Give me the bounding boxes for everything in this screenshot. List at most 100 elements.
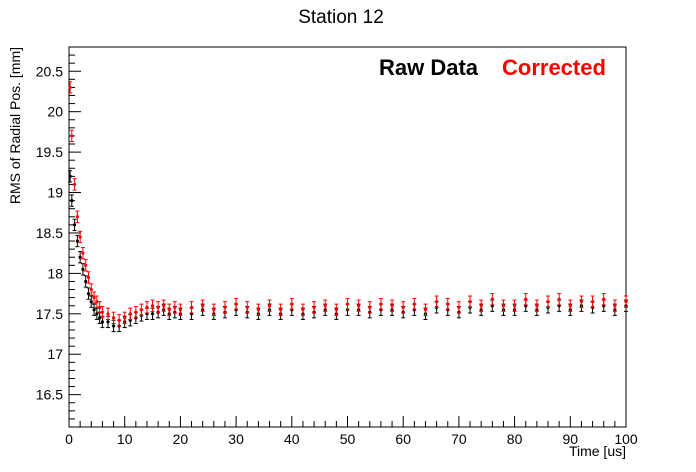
data-point: [89, 300, 93, 304]
data-point: [106, 312, 110, 316]
data-point: [535, 304, 539, 308]
data-point: [301, 308, 305, 312]
data-point: [84, 279, 88, 284]
data-point: [457, 305, 461, 309]
data-point: [501, 304, 506, 308]
data-point: [624, 300, 628, 304]
data-point: [92, 308, 96, 312]
data-point: [156, 305, 160, 309]
data-point: [78, 255, 82, 259]
data-point: [245, 305, 249, 309]
data-point: [423, 308, 428, 312]
data-point: [68, 85, 72, 90]
data-point: [267, 304, 272, 308]
data-point: [379, 302, 383, 306]
data-point: [68, 174, 72, 178]
data-point: [167, 308, 171, 312]
data-point: [81, 267, 85, 271]
data-point: [602, 297, 606, 301]
data-point: [557, 297, 561, 301]
y-tick-label: 17.5: [36, 306, 63, 322]
y-tick-label: 17: [47, 346, 63, 362]
data-point: [279, 308, 283, 312]
y-tick-label: 20.5: [36, 63, 63, 79]
x-tick-label: 60: [395, 431, 411, 447]
data-point: [323, 304, 327, 308]
data-point: [201, 304, 205, 308]
data-point: [150, 304, 155, 308]
data-point: [579, 300, 584, 304]
data-point: [357, 304, 361, 308]
y-tick-label: 18.5: [36, 225, 63, 241]
y-axis-label: RMS of Radial Pos. [mm]: [7, 47, 23, 204]
y-tick-label: 19: [47, 185, 63, 201]
data-point: [123, 316, 127, 320]
legend-raw-data: Raw Data: [379, 55, 479, 80]
data-point: [412, 302, 416, 306]
data-point: [312, 305, 316, 309]
data-point: [75, 239, 79, 243]
data-point: [92, 296, 96, 300]
x-tick-label: 10: [117, 431, 133, 447]
data-point: [86, 291, 91, 296]
data-point: [117, 318, 121, 322]
x-axis-label: Time [us]: [569, 443, 626, 459]
data-point: [111, 316, 116, 320]
x-tick-label: 80: [507, 431, 523, 447]
y-tick-label: 19.5: [36, 144, 63, 160]
data-point: [70, 199, 74, 203]
x-tick-label: 90: [563, 431, 579, 447]
data-point: [100, 310, 105, 314]
chart-title: Station 12: [298, 7, 384, 28]
data-point: [568, 304, 572, 308]
data-point: [70, 134, 74, 138]
data-point: [490, 297, 494, 301]
x-axis: 0 10 20 30 40 50 60 70 80 90 100: [65, 416, 638, 447]
x-tick-label: 40: [284, 431, 300, 447]
y-tick-label: 20: [47, 104, 63, 120]
series-corrected: [68, 81, 628, 327]
x-tick-label: 100: [614, 431, 638, 447]
data-point: [173, 305, 177, 309]
data-point: [479, 304, 483, 308]
data-point: [150, 312, 155, 316]
plot-frame: [68, 46, 627, 428]
data-point: [84, 263, 88, 267]
data-point: [134, 310, 138, 314]
data-point: [75, 215, 79, 219]
x-tick-label: 50: [340, 431, 356, 447]
data-point: [401, 305, 405, 309]
x-tick-label: 30: [228, 431, 244, 447]
y-axis: 16.5 17 17.5 18 18.5 19 19.5 20 20.5: [36, 46, 81, 428]
data-point: [513, 304, 517, 308]
data-point: [223, 305, 227, 309]
x-tick-label: 0: [65, 431, 73, 447]
data-point: [139, 308, 144, 312]
data-point: [86, 275, 91, 280]
x-tick-label: 70: [451, 431, 467, 447]
y-tick-label: 18: [47, 265, 63, 281]
data-point: [345, 302, 350, 306]
data-point: [590, 300, 595, 304]
data-point: [189, 305, 194, 309]
data-point: [524, 297, 528, 301]
data-point: [368, 305, 372, 309]
data-point: [435, 300, 439, 304]
data-point: [98, 316, 102, 320]
data-point: [78, 235, 82, 239]
data-point: [106, 320, 110, 324]
data-point: [89, 287, 93, 292]
data-point: [334, 308, 338, 312]
data-point: [100, 320, 105, 324]
x-tick-label: 20: [173, 431, 189, 447]
data-point: [613, 304, 617, 308]
legend-corrected: Corrected: [502, 55, 606, 80]
data-point: [546, 300, 550, 304]
data-point: [128, 312, 132, 316]
data-point: [81, 251, 85, 255]
data-point: [256, 308, 260, 312]
data-point: [162, 304, 166, 308]
data-point: [234, 302, 238, 306]
data-series: [68, 81, 628, 333]
